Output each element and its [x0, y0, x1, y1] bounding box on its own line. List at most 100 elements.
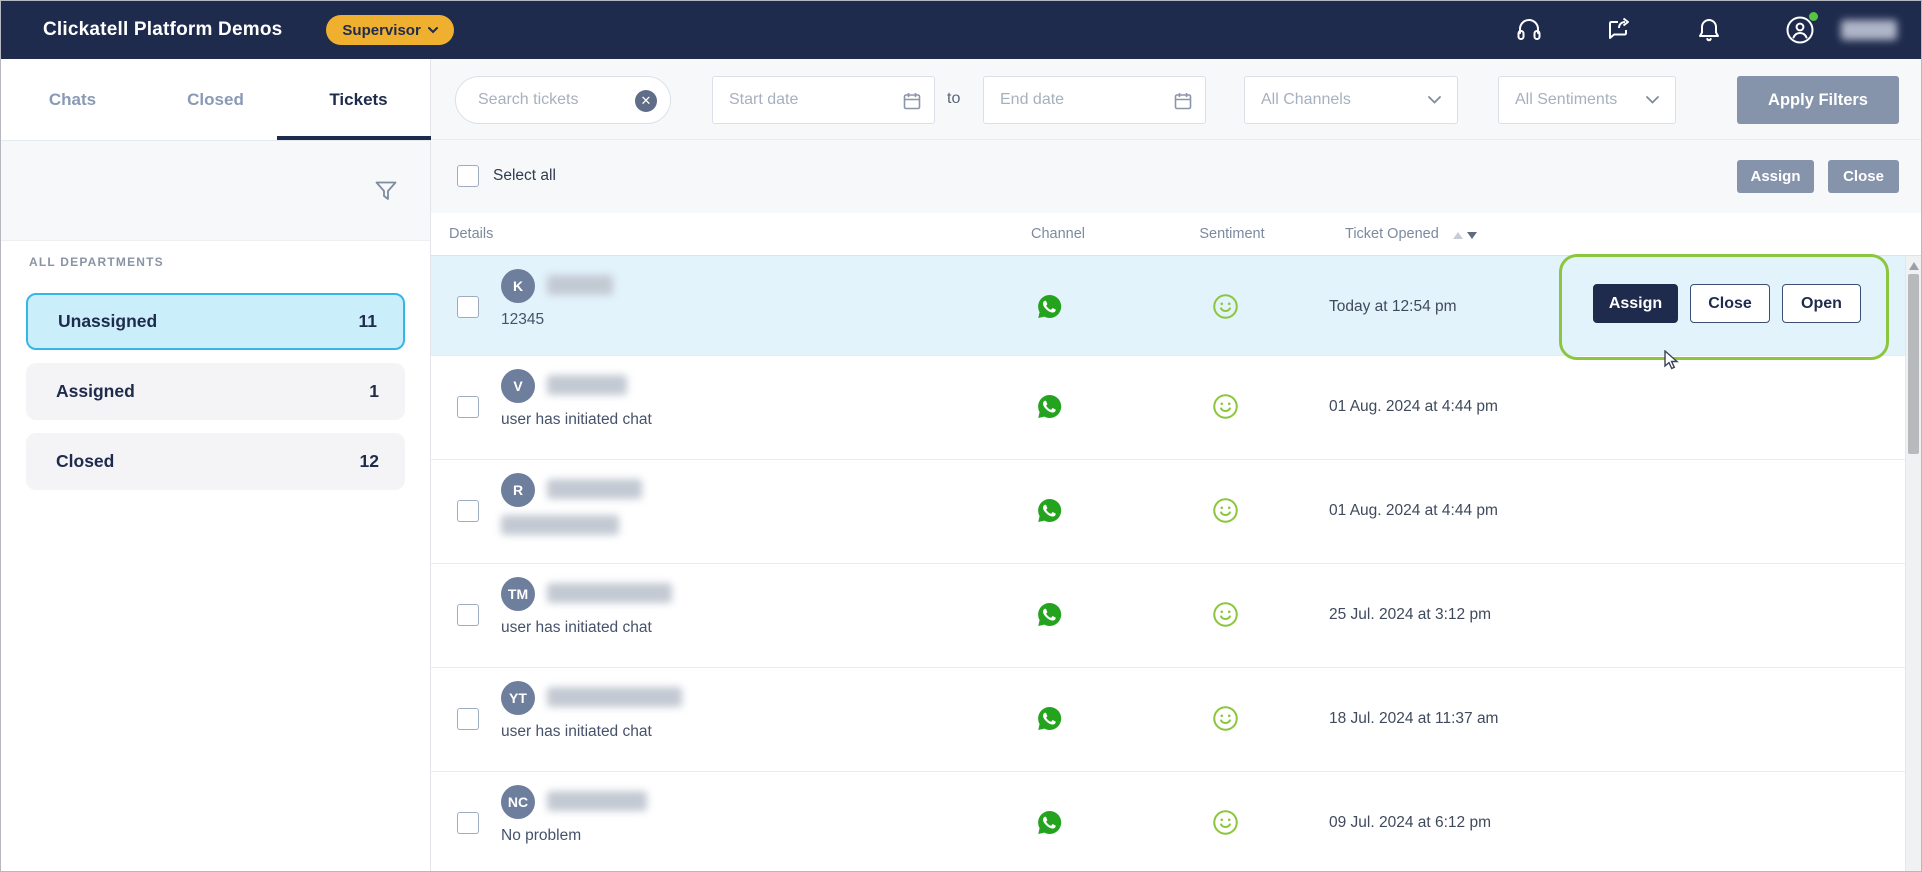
bulk-close-button[interactable]: Close — [1828, 160, 1899, 193]
ticket-row[interactable]: TM user has initiated chat 25 Jul. 2024 … — [431, 564, 1921, 668]
avatar-initials: K — [512, 278, 524, 294]
role-badge[interactable]: Supervisor — [326, 15, 454, 45]
department-count: 11 — [358, 311, 378, 331]
ticket-row[interactable]: V user has initiated chat 01 Aug. 2024 a… — [431, 356, 1921, 460]
whatsapp-icon — [1038, 395, 1062, 418]
sort-toggle[interactable] — [1453, 232, 1477, 239]
contact-name-redacted — [547, 375, 627, 395]
department-assigned[interactable]: Assigned 1 — [26, 363, 405, 420]
active-tab-underline — [277, 136, 431, 140]
avatar: NC — [501, 785, 535, 819]
search-input[interactable] — [478, 91, 626, 109]
avatar: R — [501, 473, 535, 507]
avatar: YT — [501, 681, 535, 715]
chevron-down-icon — [427, 26, 438, 33]
ticket-opened-time: 09 Jul. 2024 at 6:12 pm — [1329, 814, 1492, 831]
ticket-opened-time: Today at 12:54 pm — [1329, 298, 1457, 315]
sidebar-tabs: Chats Closed Tickets — [1, 59, 431, 141]
calendar-icon[interactable] — [1173, 91, 1193, 111]
search-field: ✕ — [455, 76, 671, 124]
tab-chats[interactable]: Chats — [48, 89, 97, 109]
share-chat-icon[interactable] — [1605, 16, 1633, 44]
avatar-initials: NC — [507, 794, 529, 810]
department-unassigned[interactable]: Unassigned 11 — [26, 293, 405, 350]
column-header-ticket-opened[interactable]: Ticket Opened — [1345, 226, 1439, 242]
sentiment-positive-icon — [1213, 810, 1238, 835]
scrollbar-thumb[interactable] — [1908, 274, 1919, 454]
department-closed[interactable]: Closed 12 — [26, 433, 405, 490]
calendar-icon[interactable] — [902, 91, 922, 111]
row-open-button[interactable]: Open — [1782, 284, 1861, 323]
sentiment-positive-icon — [1213, 498, 1238, 523]
whatsapp-icon — [1038, 295, 1062, 318]
row-checkbox[interactable] — [457, 500, 479, 522]
avatar: K — [501, 269, 535, 303]
chevron-down-icon — [1428, 96, 1441, 104]
user-name-redacted — [1841, 20, 1897, 40]
row-checkbox[interactable] — [457, 396, 479, 418]
department-count: 1 — [369, 381, 379, 401]
chevron-down-icon — [1646, 96, 1659, 104]
ticket-row[interactable]: NC No problem 09 Jul. 2024 at 6:12 pm — [431, 772, 1921, 871]
ticket-subtitle: 12345 — [501, 311, 545, 328]
avatar-initials: V — [513, 378, 523, 394]
search-clear-icon[interactable]: ✕ — [635, 90, 657, 112]
table-header: Details Channel Sentiment Ticket Opened — [431, 213, 1921, 256]
department-count: 12 — [359, 451, 379, 471]
tab-tickets[interactable]: Tickets — [329, 89, 388, 109]
sentiments-select[interactable]: All Sentiments — [1498, 76, 1676, 124]
scroll-up-arrow-icon[interactable] — [1909, 262, 1919, 270]
department-label: Closed — [56, 451, 115, 471]
row-assign-button[interactable]: Assign — [1593, 284, 1678, 323]
sidebar: Chats Closed Tickets ALL DEPARTMENTS Una… — [1, 59, 431, 871]
ticket-row[interactable]: R 01 Aug. 2024 at 4:44 pm — [431, 460, 1921, 564]
column-header-channel: Channel — [1030, 226, 1085, 242]
start-date-input[interactable] — [729, 91, 894, 109]
avatar-initials: YT — [509, 690, 527, 706]
tab-closed[interactable]: Closed — [187, 89, 244, 109]
row-close-button[interactable]: Close — [1690, 284, 1770, 323]
end-date-input[interactable] — [1000, 91, 1165, 109]
bulk-assign-button[interactable]: Assign — [1737, 160, 1814, 193]
start-date-field — [712, 76, 935, 124]
date-range-to-label: to — [947, 90, 961, 107]
sentiment-positive-icon — [1213, 706, 1238, 731]
avatar: TM — [501, 577, 535, 611]
sentiment-positive-icon — [1213, 602, 1238, 627]
departments-section-label: ALL DEPARTMENTS — [29, 255, 164, 269]
vertical-scrollbar[interactable] — [1905, 256, 1921, 871]
apply-filters-button[interactable]: Apply Filters — [1737, 76, 1899, 124]
row-checkbox[interactable] — [457, 812, 479, 834]
role-badge-label: Supervisor — [342, 21, 421, 39]
online-status-dot — [1809, 12, 1818, 21]
whatsapp-icon — [1038, 499, 1062, 522]
row-checkbox[interactable] — [457, 604, 479, 626]
row-checkbox[interactable] — [457, 708, 479, 730]
select-all-checkbox[interactable] — [457, 165, 479, 187]
channels-select-value: All Channels — [1261, 91, 1351, 108]
department-label: Unassigned — [58, 311, 158, 331]
end-date-field — [983, 76, 1206, 124]
headset-icon[interactable] — [1515, 16, 1543, 44]
sort-desc-icon[interactable] — [1467, 232, 1477, 239]
select-all-label: Select all — [493, 167, 556, 184]
sort-asc-icon[interactable] — [1453, 232, 1463, 239]
contact-name-redacted — [547, 479, 642, 499]
sentiment-positive-icon — [1213, 394, 1238, 419]
ticket-opened-time: 01 Aug. 2024 at 4:44 pm — [1329, 502, 1498, 519]
main-panel: ✕ to All Channels All Sentiments Apply F… — [431, 59, 1921, 871]
ticket-opened-time: 01 Aug. 2024 at 4:44 pm — [1329, 398, 1498, 415]
channels-select[interactable]: All Channels — [1244, 76, 1458, 124]
ticket-row[interactable]: K 12345 Today at 12:54 pm Assign Close O… — [431, 254, 1921, 360]
row-checkbox[interactable] — [457, 296, 479, 318]
department-label: Assigned — [56, 381, 135, 401]
ticket-rows: K 12345 Today at 12:54 pm Assign Close O… — [431, 254, 1921, 871]
ticket-row[interactable]: YT user has initiated chat 18 Jul. 2024 … — [431, 668, 1921, 772]
bell-icon[interactable] — [1695, 16, 1723, 44]
department-list: Unassigned 11 Assigned 1 Closed 12 — [26, 293, 405, 490]
filter-funnel-icon[interactable] — [372, 177, 400, 205]
user-menu[interactable] — [1785, 12, 1818, 45]
contact-name-redacted — [547, 791, 647, 811]
whatsapp-icon — [1038, 811, 1062, 834]
